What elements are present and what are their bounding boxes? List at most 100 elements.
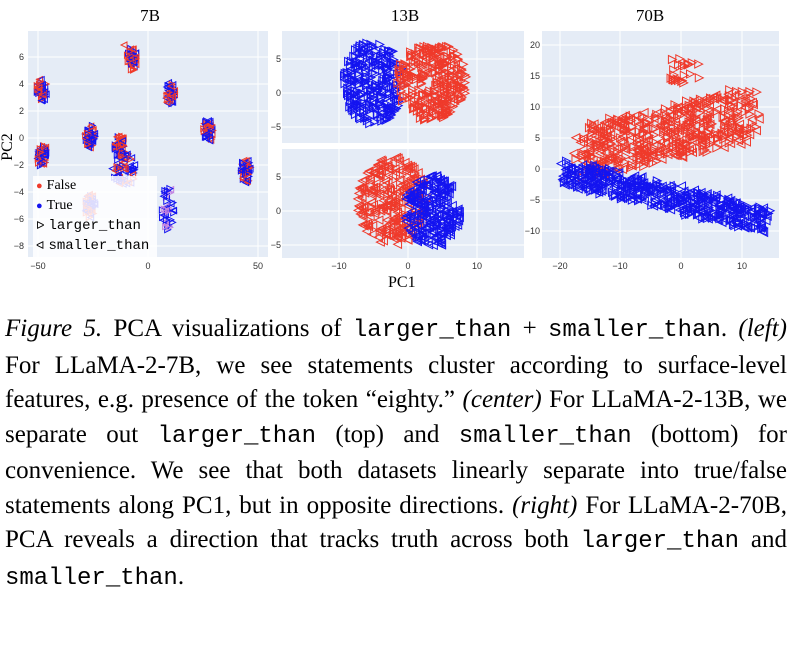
marker-smaller [696,130,706,141]
marker-larger [443,51,453,62]
marker-larger [36,77,45,86]
marker-larger [408,58,419,68]
marker-larger [444,41,454,52]
marker-larger [431,80,441,91]
x-tick: 0 [405,261,410,271]
marker-smaller [162,98,171,106]
marker-smaller [676,181,687,191]
marker-larger [376,112,386,123]
marker-smaller [441,230,451,241]
marker-larger [355,60,366,71]
marker-larger [606,138,617,149]
y-tick: 20 [530,40,540,50]
marker-smaller [719,142,729,153]
marker-smaller [740,96,750,106]
marker-larger [401,80,411,91]
marker-larger [431,44,442,55]
marker-larger [656,184,667,195]
marker-smaller [374,169,385,180]
marker-larger [458,82,469,92]
marker-larger [426,104,436,114]
marker-larger [605,113,615,124]
y-tick: 6 [19,52,24,62]
marker-smaller [127,153,136,162]
marker-larger [440,93,451,103]
marker-larger [439,52,450,63]
marker-larger [644,130,655,141]
triangle-right-icon: ᐅ [36,220,45,232]
marker-smaller [627,194,637,205]
marker-larger [38,159,47,168]
marker-smaller [361,226,372,236]
marker-smaller [747,97,757,108]
marker-larger [372,57,383,67]
marker-smaller [119,164,128,173]
marker-larger [678,60,688,70]
marker-smaller [383,195,394,205]
marker-smaller [440,192,451,203]
marker-larger [755,202,766,213]
marker-larger [660,120,671,130]
marker-larger [33,81,42,90]
plot-13b-x-ticks: −10 0 10 [331,261,482,271]
marker-smaller [401,190,412,200]
marker-larger [757,213,768,224]
marker-smaller [702,112,712,122]
marker-smaller [353,188,364,199]
marker-smaller [627,161,637,171]
marker-smaller [656,154,667,165]
marker-larger [745,97,755,107]
marker-larger [35,159,43,167]
marker-larger [764,208,774,219]
marker-larger [730,220,740,231]
y-tick: 5 [276,172,281,182]
marker-smaller [762,211,772,222]
marker-smaller [726,202,737,213]
marker-smaller [727,101,738,112]
plot-13b-y-ticks: 5 0 −5 5 0 −5 [271,54,281,250]
plot-70b-x-ticks: −20 −10 0 10 [552,261,747,271]
y-tick: −5 [271,122,281,132]
marker-smaller [376,166,387,176]
caption-text: and [739,526,787,553]
marker-smaller [626,172,637,183]
caption-code: smaller_than [548,317,721,344]
marker-smaller [399,157,410,168]
marker-smaller [584,147,595,158]
marker-larger [720,120,731,131]
marker-larger [113,151,122,159]
marker-smaller [370,169,380,180]
marker-smaller [733,135,744,146]
marker-larger [428,51,438,62]
y-tick: −10 [525,226,540,236]
marker-smaller [357,212,368,222]
marker-smaller [701,191,711,201]
marker-larger [704,195,715,205]
marker-smaller [131,60,140,69]
marker-smaller [367,229,377,240]
marker-larger [635,134,645,144]
marker-smaller [592,126,603,136]
marker-larger [691,131,702,141]
marker-smaller [385,185,395,196]
marker-smaller [367,220,378,231]
marker-larger [449,93,460,104]
marker-larger [408,87,418,98]
marker-smaller [666,110,676,120]
marker-larger [718,112,729,123]
marker-smaller [435,192,446,202]
marker-larger [674,75,684,86]
marker-smaller [378,184,389,195]
x-tick: 10 [472,261,482,271]
panel-title-7b: 7B [140,6,160,25]
marker-larger [420,97,431,107]
marker-larger [368,100,379,111]
y-tick: −5 [530,195,540,205]
marker-larger [126,47,134,56]
marker-larger [430,87,441,97]
marker-smaller [682,197,693,208]
marker-larger [699,206,709,217]
marker-larger [439,58,449,69]
marker-larger [400,67,410,78]
marker-larger [613,114,623,125]
